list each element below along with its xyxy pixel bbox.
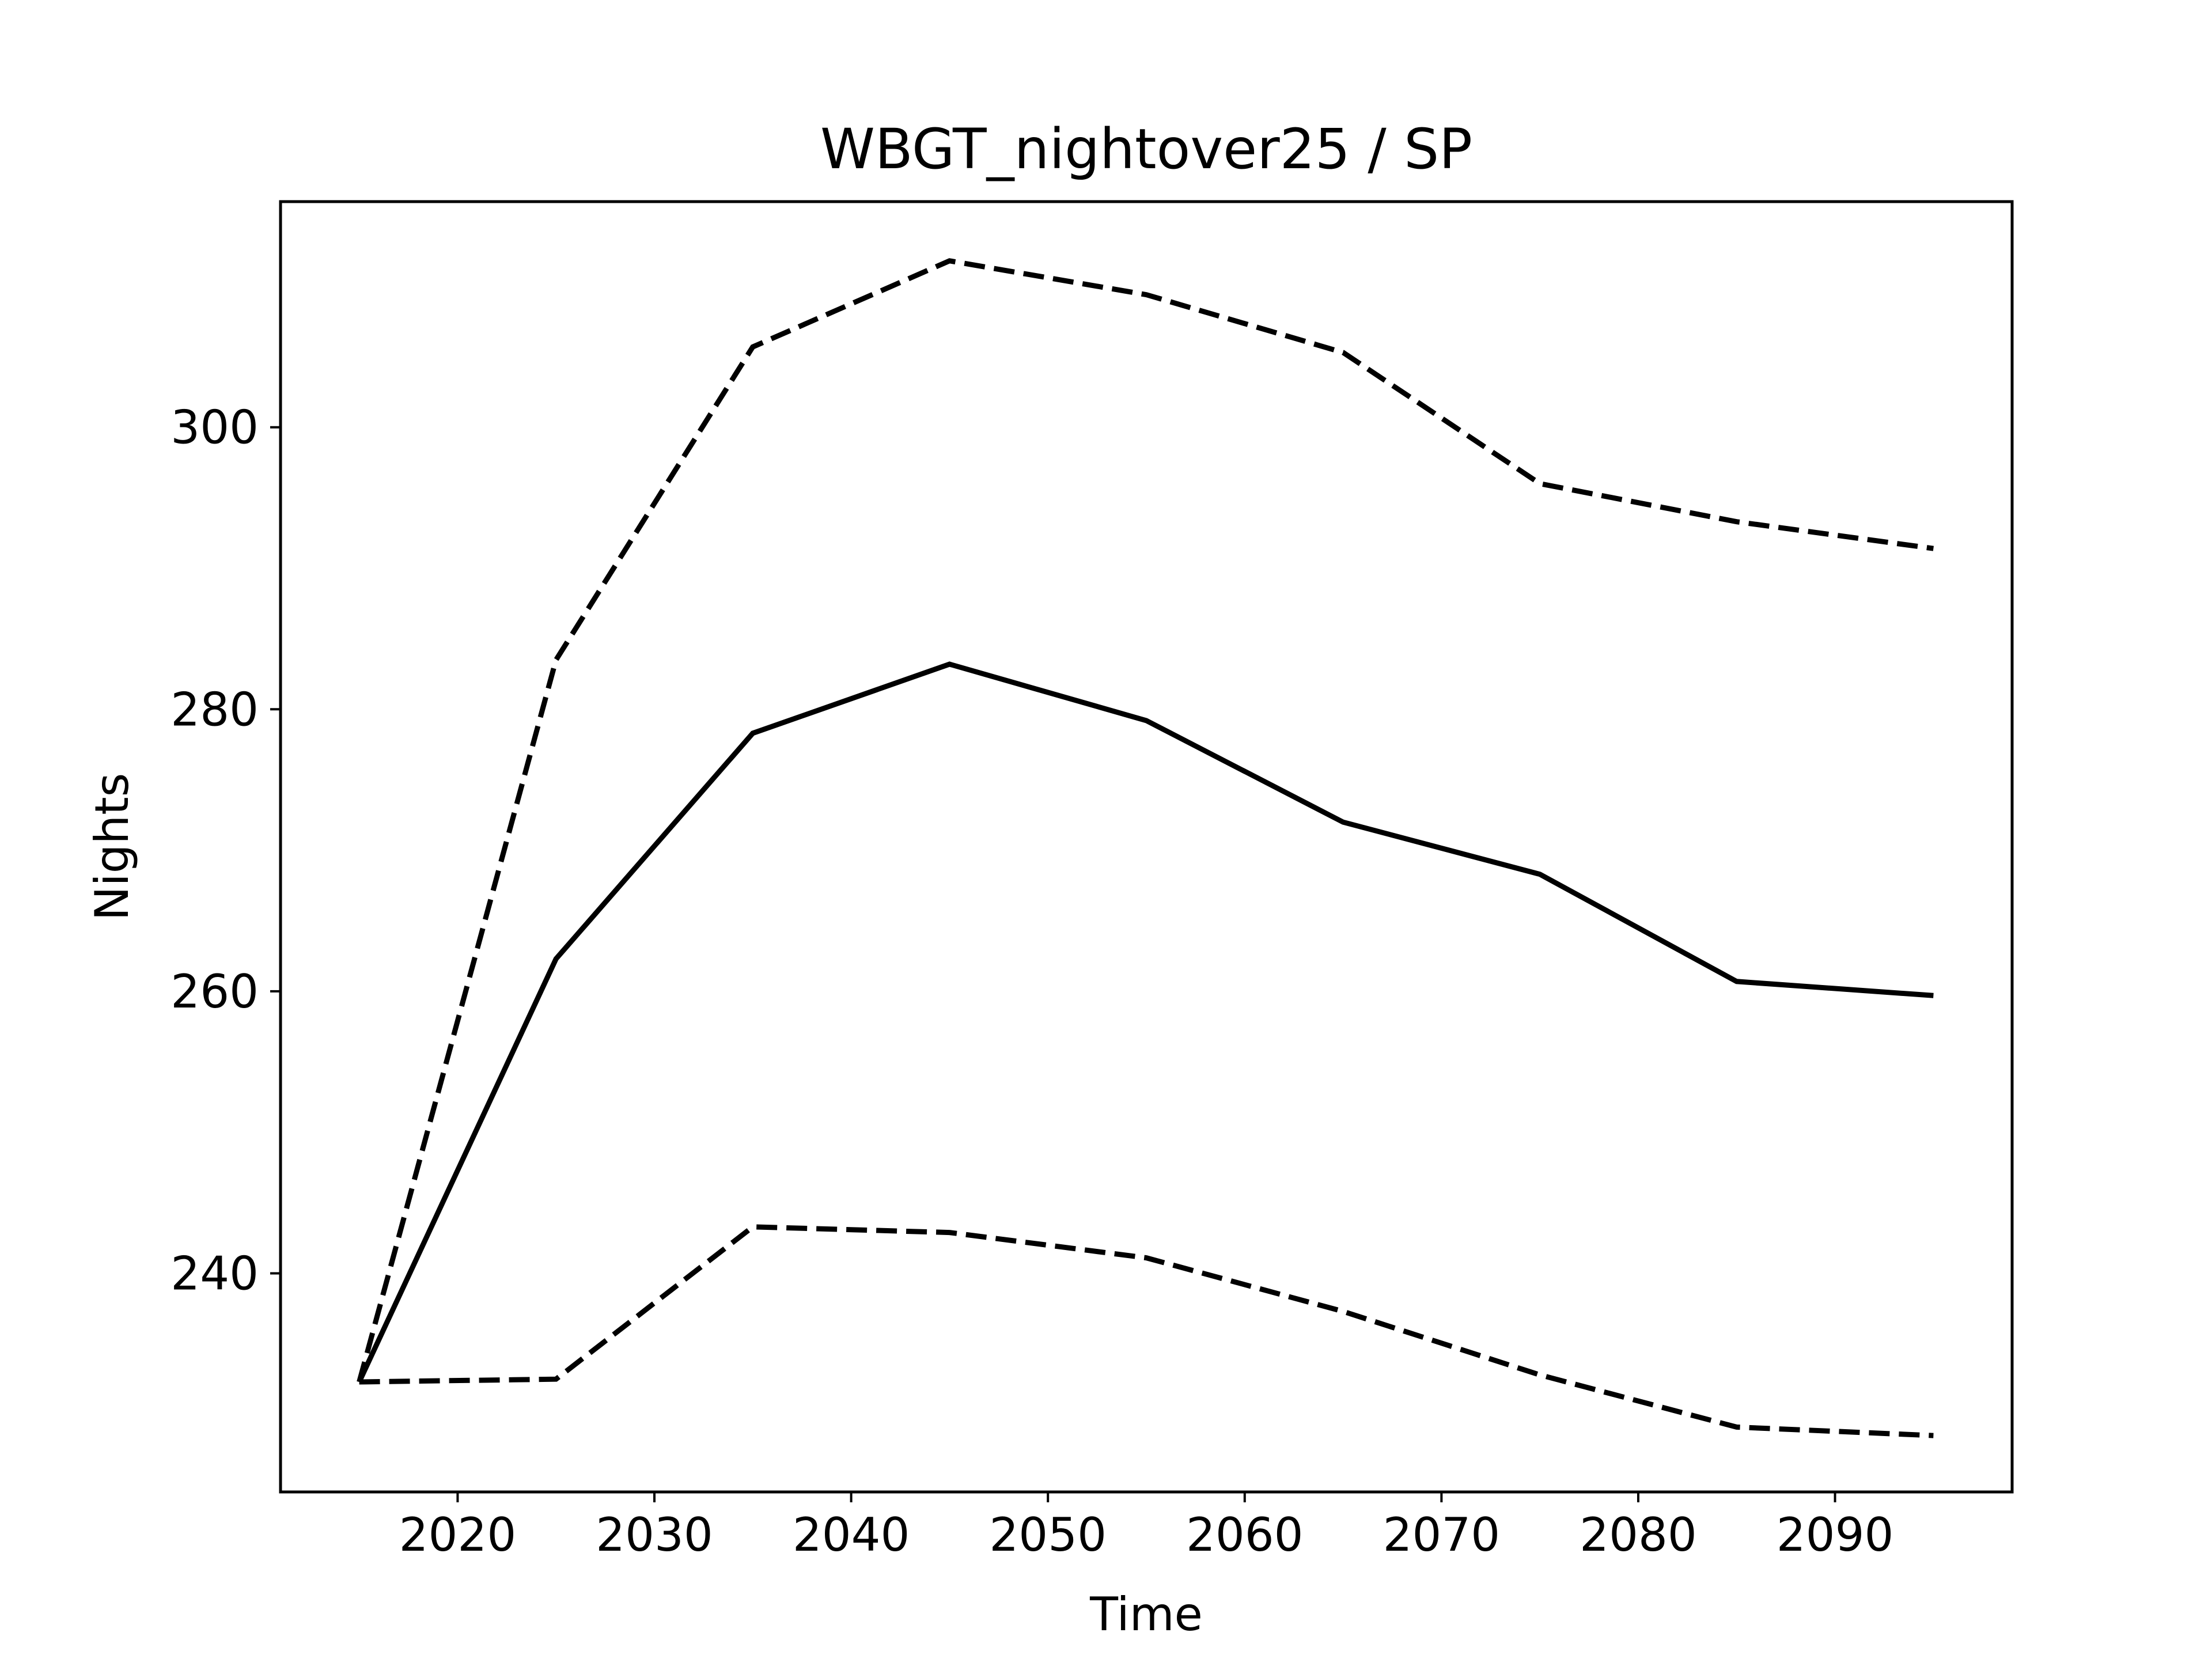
y-tick-label: 300	[171, 401, 259, 454]
plot-frame	[279, 200, 2014, 1494]
x-tick-label: 2090	[1777, 1508, 1894, 1562]
chart-title: WBGT_nightover25 / SP	[820, 117, 1472, 181]
series-line-3	[359, 1224, 1934, 1438]
series-line-1	[357, 258, 1934, 1383]
y-tick-label: 240	[171, 1247, 259, 1301]
x-axis-label: Time	[1089, 1588, 1203, 1641]
y-tick-label: 280	[171, 683, 259, 736]
x-tick-label: 2030	[596, 1508, 713, 1562]
y-axis-label: Nights	[85, 773, 139, 921]
x-axis: 2020 2030 2040 2050 2060 2070 2080 2090	[399, 1492, 1894, 1562]
x-tick-label: 2080	[1580, 1508, 1697, 1562]
x-tick-label: 2060	[1186, 1508, 1304, 1562]
x-tick-label: 2020	[399, 1508, 517, 1562]
x-tick-label: 2050	[989, 1508, 1107, 1562]
y-tick-label: 260	[171, 965, 259, 1018]
series-line-2	[357, 661, 1934, 1383]
x-tick-label: 2070	[1383, 1508, 1501, 1562]
series-layer	[357, 258, 1934, 1438]
y-axis: 240 260 280 300	[171, 401, 281, 1301]
x-tick-label: 2040	[793, 1508, 910, 1562]
